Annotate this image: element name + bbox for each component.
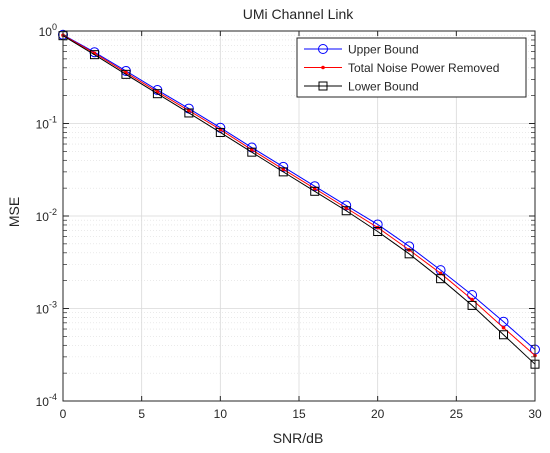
data-point (121, 69, 131, 79)
data-point (499, 330, 509, 340)
data-point (318, 81, 328, 91)
legend-item: Total Noise Power Removed (304, 61, 499, 75)
data-point (278, 167, 288, 177)
y-tick-label: 10-4 (36, 392, 57, 409)
x-tick-label: 15 (292, 407, 306, 421)
x-axis-label: SNR/dB (273, 430, 324, 446)
data-point (321, 65, 325, 70)
chart-title: UMi Channel Link (243, 6, 354, 22)
y-tick-label: 100 (39, 22, 57, 39)
data-point (373, 226, 383, 236)
series-layer (58, 29, 540, 369)
data-point (187, 108, 191, 113)
data-point (318, 44, 328, 54)
data-point (89, 50, 99, 60)
legend-label: Lower Bound (348, 80, 419, 94)
y-tick-label: 10-2 (36, 207, 57, 224)
legend-item: Upper Bound (304, 43, 419, 57)
legend: Upper Bound Total Noise Power Removed Lowe… (296, 37, 527, 98)
data-point (467, 300, 477, 310)
x-tick-label: 10 (214, 407, 228, 421)
series-line (62, 34, 536, 356)
data-point (310, 186, 320, 196)
data-point (501, 325, 506, 330)
data-point (470, 297, 474, 302)
series-line (62, 34, 536, 350)
data-point (215, 127, 225, 137)
y-tick-label: 10-3 (36, 300, 57, 317)
data-point (247, 147, 257, 157)
legend-label: Upper Bound (348, 43, 419, 57)
data-point (404, 249, 414, 259)
y-axis-label: MSE (6, 197, 22, 227)
series-lower-bound (58, 31, 540, 369)
x-tick-label: 25 (450, 407, 464, 421)
x-tick-label: 5 (138, 407, 145, 421)
y-tick-label: 10-1 (36, 115, 57, 132)
data-point (184, 108, 194, 118)
series-line (62, 35, 536, 365)
data-point (152, 89, 162, 99)
x-axis-ticks: 0 5 10 15 20 25 30 (60, 31, 542, 421)
legend-item: Lower Bound (304, 80, 419, 94)
x-tick-label: 0 (60, 407, 67, 421)
y-axis-ticks: 100 10-1 10-2 10-3 10-4 (36, 22, 535, 409)
data-point (341, 206, 351, 216)
data-point (436, 274, 446, 284)
data-point (250, 147, 254, 152)
x-tick-label: 30 (528, 407, 542, 421)
x-tick-label: 20 (371, 407, 385, 421)
data-point (281, 167, 286, 172)
legend-label: Total Noise Power Removed (348, 61, 499, 75)
